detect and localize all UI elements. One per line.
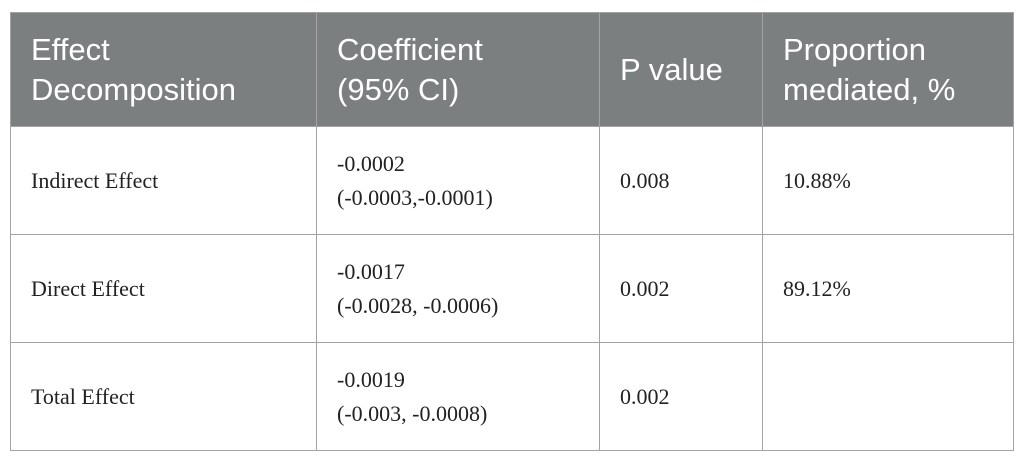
table-cell: Indirect Effect: [10, 126, 317, 235]
header-cell: Proportion mediated, %: [762, 12, 1014, 127]
table-row: Direct Effect -0.0017 (-0.0028, -0.0006) 0.…: [10, 234, 1014, 343]
table-cell: 0.008: [599, 126, 763, 235]
cell-line: (-0.0003,-0.0001): [337, 184, 493, 210]
header-cell: Effect Decomposition: [10, 12, 317, 127]
cell-line: (-0.003, -0.0008): [337, 400, 488, 426]
header-cell: P value: [599, 12, 763, 127]
table-cell: -0.0002 (-0.0003,-0.0001): [316, 126, 600, 235]
cell-line: -0.0017: [337, 258, 405, 284]
cell-line: -0.0019: [337, 366, 405, 392]
table-cell: -0.0017 (-0.0028, -0.0006): [316, 234, 600, 343]
header-cell: Coefficient (95% CI): [316, 12, 600, 127]
cell-line: 0.002: [620, 275, 670, 301]
cell-line: Decomposition: [31, 71, 237, 107]
cell-line: Proportion: [783, 31, 927, 67]
cell-line: Coefficient: [337, 31, 483, 67]
cell-line: 10.88%: [783, 167, 851, 193]
table-row: Indirect Effect -0.0002 (-0.0003,-0.0001) 0…: [10, 126, 1014, 235]
table-cell: Total Effect: [10, 342, 317, 451]
table-cell: [762, 342, 1014, 451]
table-body: Indirect Effect -0.0002 (-0.0003,-0.0001) 0…: [10, 126, 1014, 451]
table-cell: 0.002: [599, 234, 763, 343]
cell-line: Effect: [31, 31, 110, 67]
header-row: Effect Decomposition Coefficient (95% CI) P …: [10, 12, 1014, 127]
cell-line: (-0.0028, -0.0006): [337, 292, 499, 318]
cell-line: Indirect Effect: [31, 167, 159, 193]
cell-line: (95% CI): [337, 71, 460, 107]
cell-line: P value: [620, 51, 723, 87]
table-cell: -0.0019 (-0.003, -0.0008): [316, 342, 600, 451]
cell-line: mediated, %: [783, 71, 956, 107]
cell-line: -0.0002: [337, 150, 405, 176]
cell-line: 0.008: [620, 167, 670, 193]
data-table: Effect Decomposition Coefficient (95% CI) P …: [10, 12, 1014, 451]
cell-line: 89.12%: [783, 275, 851, 301]
cell-line: 0.002: [620, 383, 670, 409]
table-cell: Direct Effect: [10, 234, 317, 343]
cell-line: Direct Effect: [31, 275, 145, 301]
table-row: Total Effect -0.0019 (-0.003, -0.0008) 0.00…: [10, 342, 1014, 451]
table-cell: 89.12%: [762, 234, 1014, 343]
cell-line: Total Effect: [31, 383, 135, 409]
table-cell: 10.88%: [762, 126, 1014, 235]
table-cell: 0.002: [599, 342, 763, 451]
